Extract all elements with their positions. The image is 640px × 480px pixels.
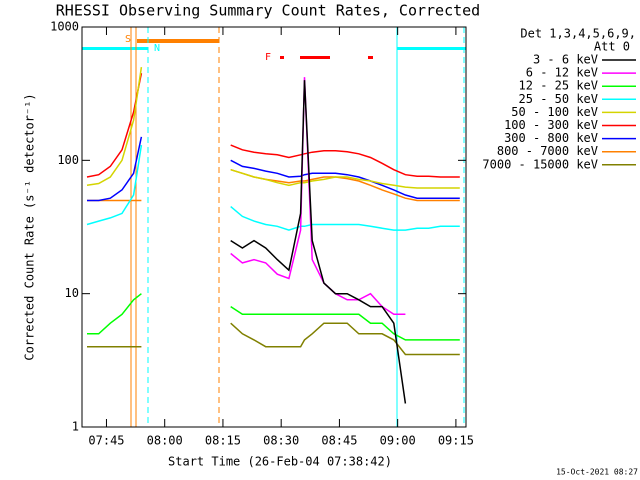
y-tick-label: 1: [72, 420, 79, 434]
flag-label: N: [154, 43, 160, 54]
legend-label: 25 - 50 keV: [519, 92, 598, 106]
flag-bar: [82, 47, 148, 50]
series-line: [87, 136, 460, 202]
flag-bar: [368, 56, 373, 59]
legend-label: 800 - 7000 keV: [497, 144, 598, 158]
y-tick-label: 10: [65, 286, 79, 300]
flag-bar: [280, 56, 284, 59]
legend-label: 100 - 300 keV: [504, 118, 598, 132]
y-tick-label: 100: [57, 153, 79, 167]
x-tick-label: 08:30: [263, 434, 299, 448]
flag-bar: [397, 47, 466, 50]
series-line: [230, 77, 406, 316]
legend-header: Att 0: [594, 40, 630, 54]
x-tick-label: 07:45: [88, 434, 124, 448]
series-line: [86, 144, 460, 231]
series-line: [87, 322, 460, 356]
flag-bar: [300, 56, 330, 59]
y-tick-label: 1000: [50, 20, 79, 34]
plot-frame: [81, 26, 467, 428]
x-axis-label: Start Time (26-Feb-04 07:38:42): [168, 455, 392, 469]
legend-label: 7000 - 15000 keV: [482, 157, 598, 171]
x-tick-label: 09:15: [438, 434, 474, 448]
x-tick-label: 09:00: [380, 434, 416, 448]
y-axis-label: Corrected Count Rate (s⁻¹ detector⁻¹): [23, 93, 37, 360]
x-tick-label: 08:00: [147, 434, 183, 448]
flag-label: F: [265, 52, 271, 63]
legend-label: 300 - 800 keV: [504, 131, 598, 145]
series-line: [86, 66, 460, 189]
series-line: [86, 73, 460, 178]
legend-header: Det 1,3,4,5,6,9,: [520, 27, 636, 41]
series-line: [87, 293, 460, 341]
legend-label: 6 - 12 keV: [526, 66, 598, 80]
flag-label: S: [125, 34, 131, 45]
x-tick-label: 08:45: [321, 434, 357, 448]
series-line: [230, 80, 407, 404]
chart-title: RHESSI Observing Summary Count Rates, Co…: [56, 2, 480, 20]
legend-label: 12 - 25 keV: [519, 79, 598, 93]
flag-bar: [137, 39, 219, 43]
x-tick-label: 08:15: [205, 434, 241, 448]
legend-label: 50 - 100 keV: [511, 105, 598, 119]
footer: 15-Oct-2021 08:27: [556, 468, 638, 477]
legend-label: 3 - 6 keV: [533, 53, 598, 67]
